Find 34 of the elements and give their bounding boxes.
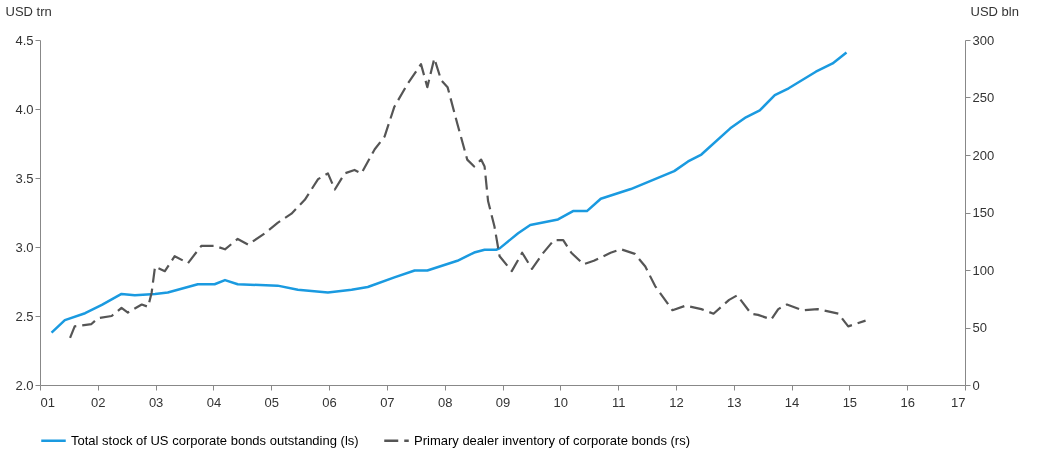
y-tick-label: 4.0 (15, 101, 34, 117)
x-tick-label: 06 (322, 394, 337, 410)
x-tick-label: 11 (611, 394, 626, 410)
y2-tick-label: 300 (972, 32, 995, 48)
y-tick-label: 2.0 (15, 377, 34, 393)
y2-tick-label: 100 (972, 262, 995, 278)
y-tick-label: 4.5 (15, 32, 34, 48)
x-tick-label: 02 (91, 394, 106, 410)
x-tick-label: 16 (900, 394, 915, 410)
y-tick-label: 3.0 (15, 239, 34, 255)
x-tick-label: 15 (842, 394, 858, 410)
x-tick-label: 17 (951, 394, 966, 410)
y-axis-title: USD trn (5, 3, 52, 19)
legend-label: Primary dealer inventory of corporate bonds (rs) (414, 432, 691, 448)
x-tick-label: 01 (40, 394, 55, 410)
x-tick-label: 12 (669, 394, 684, 410)
y2-tick-label: 0 (972, 377, 980, 393)
x-tick-label: 07 (380, 394, 395, 410)
y-tick-label: 3.5 (15, 170, 34, 186)
y2-tick-label: 150 (972, 205, 995, 220)
y2-axis-title: USD bln (970, 3, 1019, 19)
y-tick-label: 2.5 (15, 308, 34, 324)
y2-tick-label: 50 (972, 320, 987, 335)
x-tick-label: 08 (437, 394, 453, 410)
y2-tick-label: 200 (972, 147, 995, 163)
y2-tick-label: 250 (972, 90, 995, 105)
legend-label: Total stock of US corporate bonds outstanding (ls) (71, 432, 359, 448)
x-tick-label: 14 (784, 394, 800, 410)
x-tick-label: 13 (727, 394, 742, 410)
x-tick-label: 04 (206, 394, 222, 410)
x-tick-label: 10 (553, 394, 569, 410)
x-tick-label: 03 (148, 394, 164, 410)
x-tick-label: 05 (264, 394, 279, 410)
x-tick-label: 09 (495, 394, 511, 410)
